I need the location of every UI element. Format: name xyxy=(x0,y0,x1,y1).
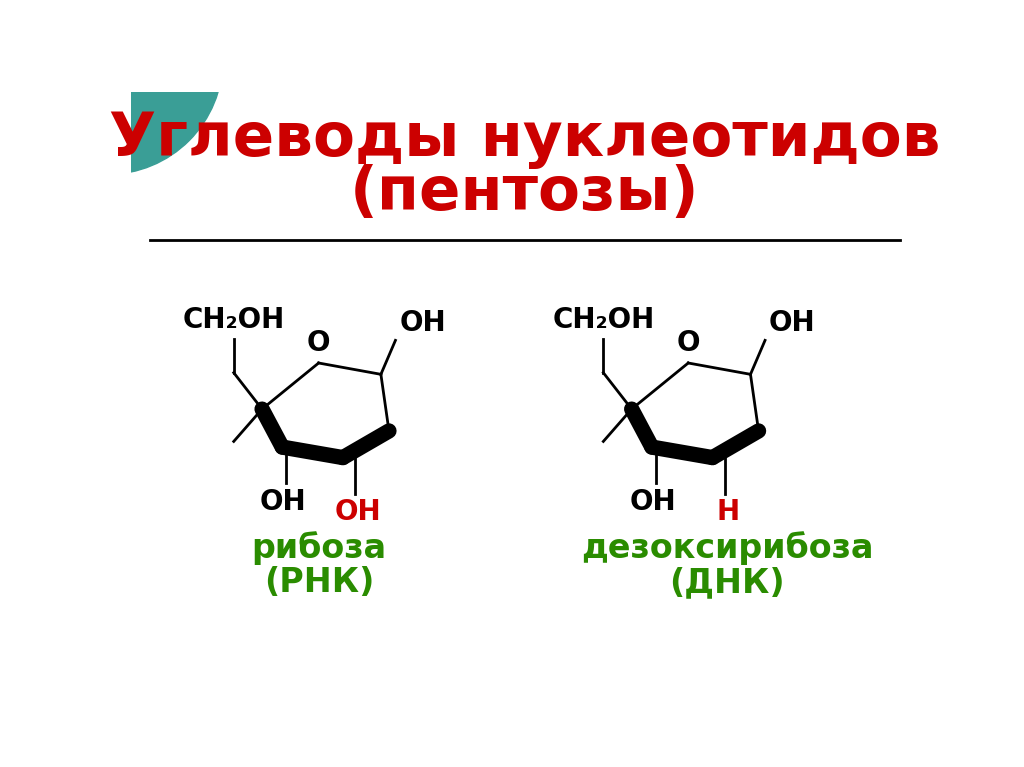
Text: OH: OH xyxy=(769,309,816,337)
Text: CH₂OH: CH₂OH xyxy=(182,306,285,334)
Text: дезоксирибоза: дезоксирибоза xyxy=(581,531,873,565)
Text: Углеводы нуклеотидов: Углеводы нуклеотидов xyxy=(109,110,941,170)
Text: рибоза: рибоза xyxy=(252,531,387,565)
Text: H: H xyxy=(716,498,739,526)
Text: O: O xyxy=(677,328,700,357)
Text: (РНК): (РНК) xyxy=(264,566,375,599)
Text: O: O xyxy=(307,328,331,357)
Text: OH: OH xyxy=(630,488,676,515)
Text: CH₂OH: CH₂OH xyxy=(552,306,654,334)
Text: (ДНК): (ДНК) xyxy=(670,566,785,599)
Circle shape xyxy=(0,0,223,174)
Text: OH: OH xyxy=(260,488,306,515)
Text: (пентозы): (пентозы) xyxy=(350,164,699,223)
Text: OH: OH xyxy=(335,498,382,526)
Text: OH: OH xyxy=(399,309,446,337)
